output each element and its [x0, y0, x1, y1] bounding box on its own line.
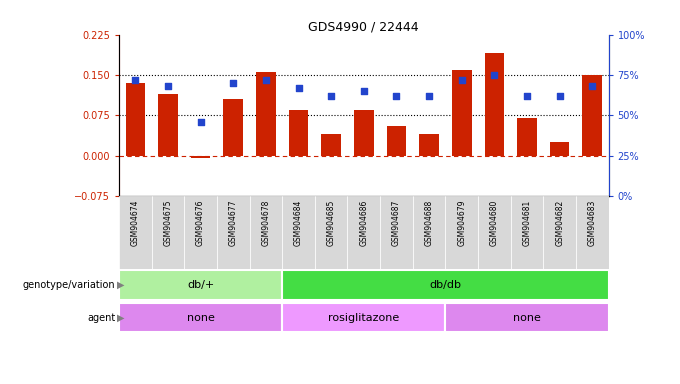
Text: GSM904681: GSM904681 — [522, 200, 532, 246]
Bar — [184, 196, 217, 269]
Text: agent: agent — [87, 313, 116, 323]
Text: GSM904683: GSM904683 — [588, 200, 597, 246]
Text: GSM904687: GSM904687 — [392, 200, 401, 246]
Point — [391, 93, 402, 99]
Bar — [478, 196, 511, 269]
Text: GSM904678: GSM904678 — [261, 200, 271, 246]
Text: GSM904679: GSM904679 — [457, 200, 466, 246]
Text: db/db: db/db — [429, 280, 462, 290]
Point — [293, 85, 304, 91]
Bar — [583, 75, 602, 156]
Point — [358, 88, 369, 94]
Text: genotype/variation: genotype/variation — [23, 280, 116, 290]
Text: ▶: ▶ — [117, 280, 124, 290]
Bar — [191, 156, 210, 158]
Point — [554, 93, 565, 99]
Bar — [413, 196, 445, 269]
Bar — [152, 196, 184, 269]
Bar — [250, 196, 282, 269]
Text: GSM904674: GSM904674 — [131, 200, 140, 246]
Bar — [289, 110, 308, 156]
Text: GSM904682: GSM904682 — [555, 200, 564, 246]
Bar — [550, 142, 569, 156]
Bar — [119, 303, 282, 333]
Text: GSM904680: GSM904680 — [490, 200, 499, 246]
Text: GSM904677: GSM904677 — [228, 200, 238, 246]
Bar — [158, 94, 177, 156]
Bar — [445, 303, 609, 333]
Bar — [119, 196, 152, 269]
Text: GSM904676: GSM904676 — [196, 200, 205, 246]
Point — [130, 77, 141, 83]
Bar — [282, 270, 609, 300]
Text: GSM904688: GSM904688 — [424, 200, 434, 246]
Point — [326, 93, 337, 99]
Bar — [543, 196, 576, 269]
Bar — [256, 72, 275, 156]
Bar — [380, 196, 413, 269]
Bar — [511, 196, 543, 269]
Point — [489, 72, 500, 78]
Point — [456, 77, 467, 83]
Bar — [387, 126, 406, 156]
Point — [195, 119, 206, 125]
Bar — [445, 196, 478, 269]
Bar — [282, 303, 445, 333]
Point — [424, 93, 435, 99]
Point — [228, 80, 239, 86]
Text: GSM904675: GSM904675 — [163, 200, 173, 246]
Bar — [224, 99, 243, 156]
Bar — [282, 196, 315, 269]
Bar — [452, 70, 471, 156]
Point — [522, 93, 532, 99]
Point — [163, 83, 173, 89]
Bar — [420, 134, 439, 156]
Bar — [576, 196, 609, 269]
Text: GSM904685: GSM904685 — [326, 200, 336, 246]
Text: GSM904684: GSM904684 — [294, 200, 303, 246]
Text: none: none — [187, 313, 214, 323]
Bar — [485, 53, 504, 156]
Bar — [347, 196, 380, 269]
Text: GSM904686: GSM904686 — [359, 200, 369, 246]
Text: none: none — [513, 313, 541, 323]
Bar — [315, 196, 347, 269]
Bar — [126, 83, 145, 156]
Point — [587, 83, 598, 89]
Bar — [322, 134, 341, 156]
Text: rosiglitazone: rosiglitazone — [328, 313, 399, 323]
Text: ▶: ▶ — [117, 313, 124, 323]
Bar — [217, 196, 250, 269]
Point — [260, 77, 271, 83]
Title: GDS4990 / 22444: GDS4990 / 22444 — [309, 20, 419, 33]
Text: db/+: db/+ — [187, 280, 214, 290]
Bar — [119, 270, 282, 300]
Bar — [354, 110, 373, 156]
Bar — [517, 118, 537, 156]
